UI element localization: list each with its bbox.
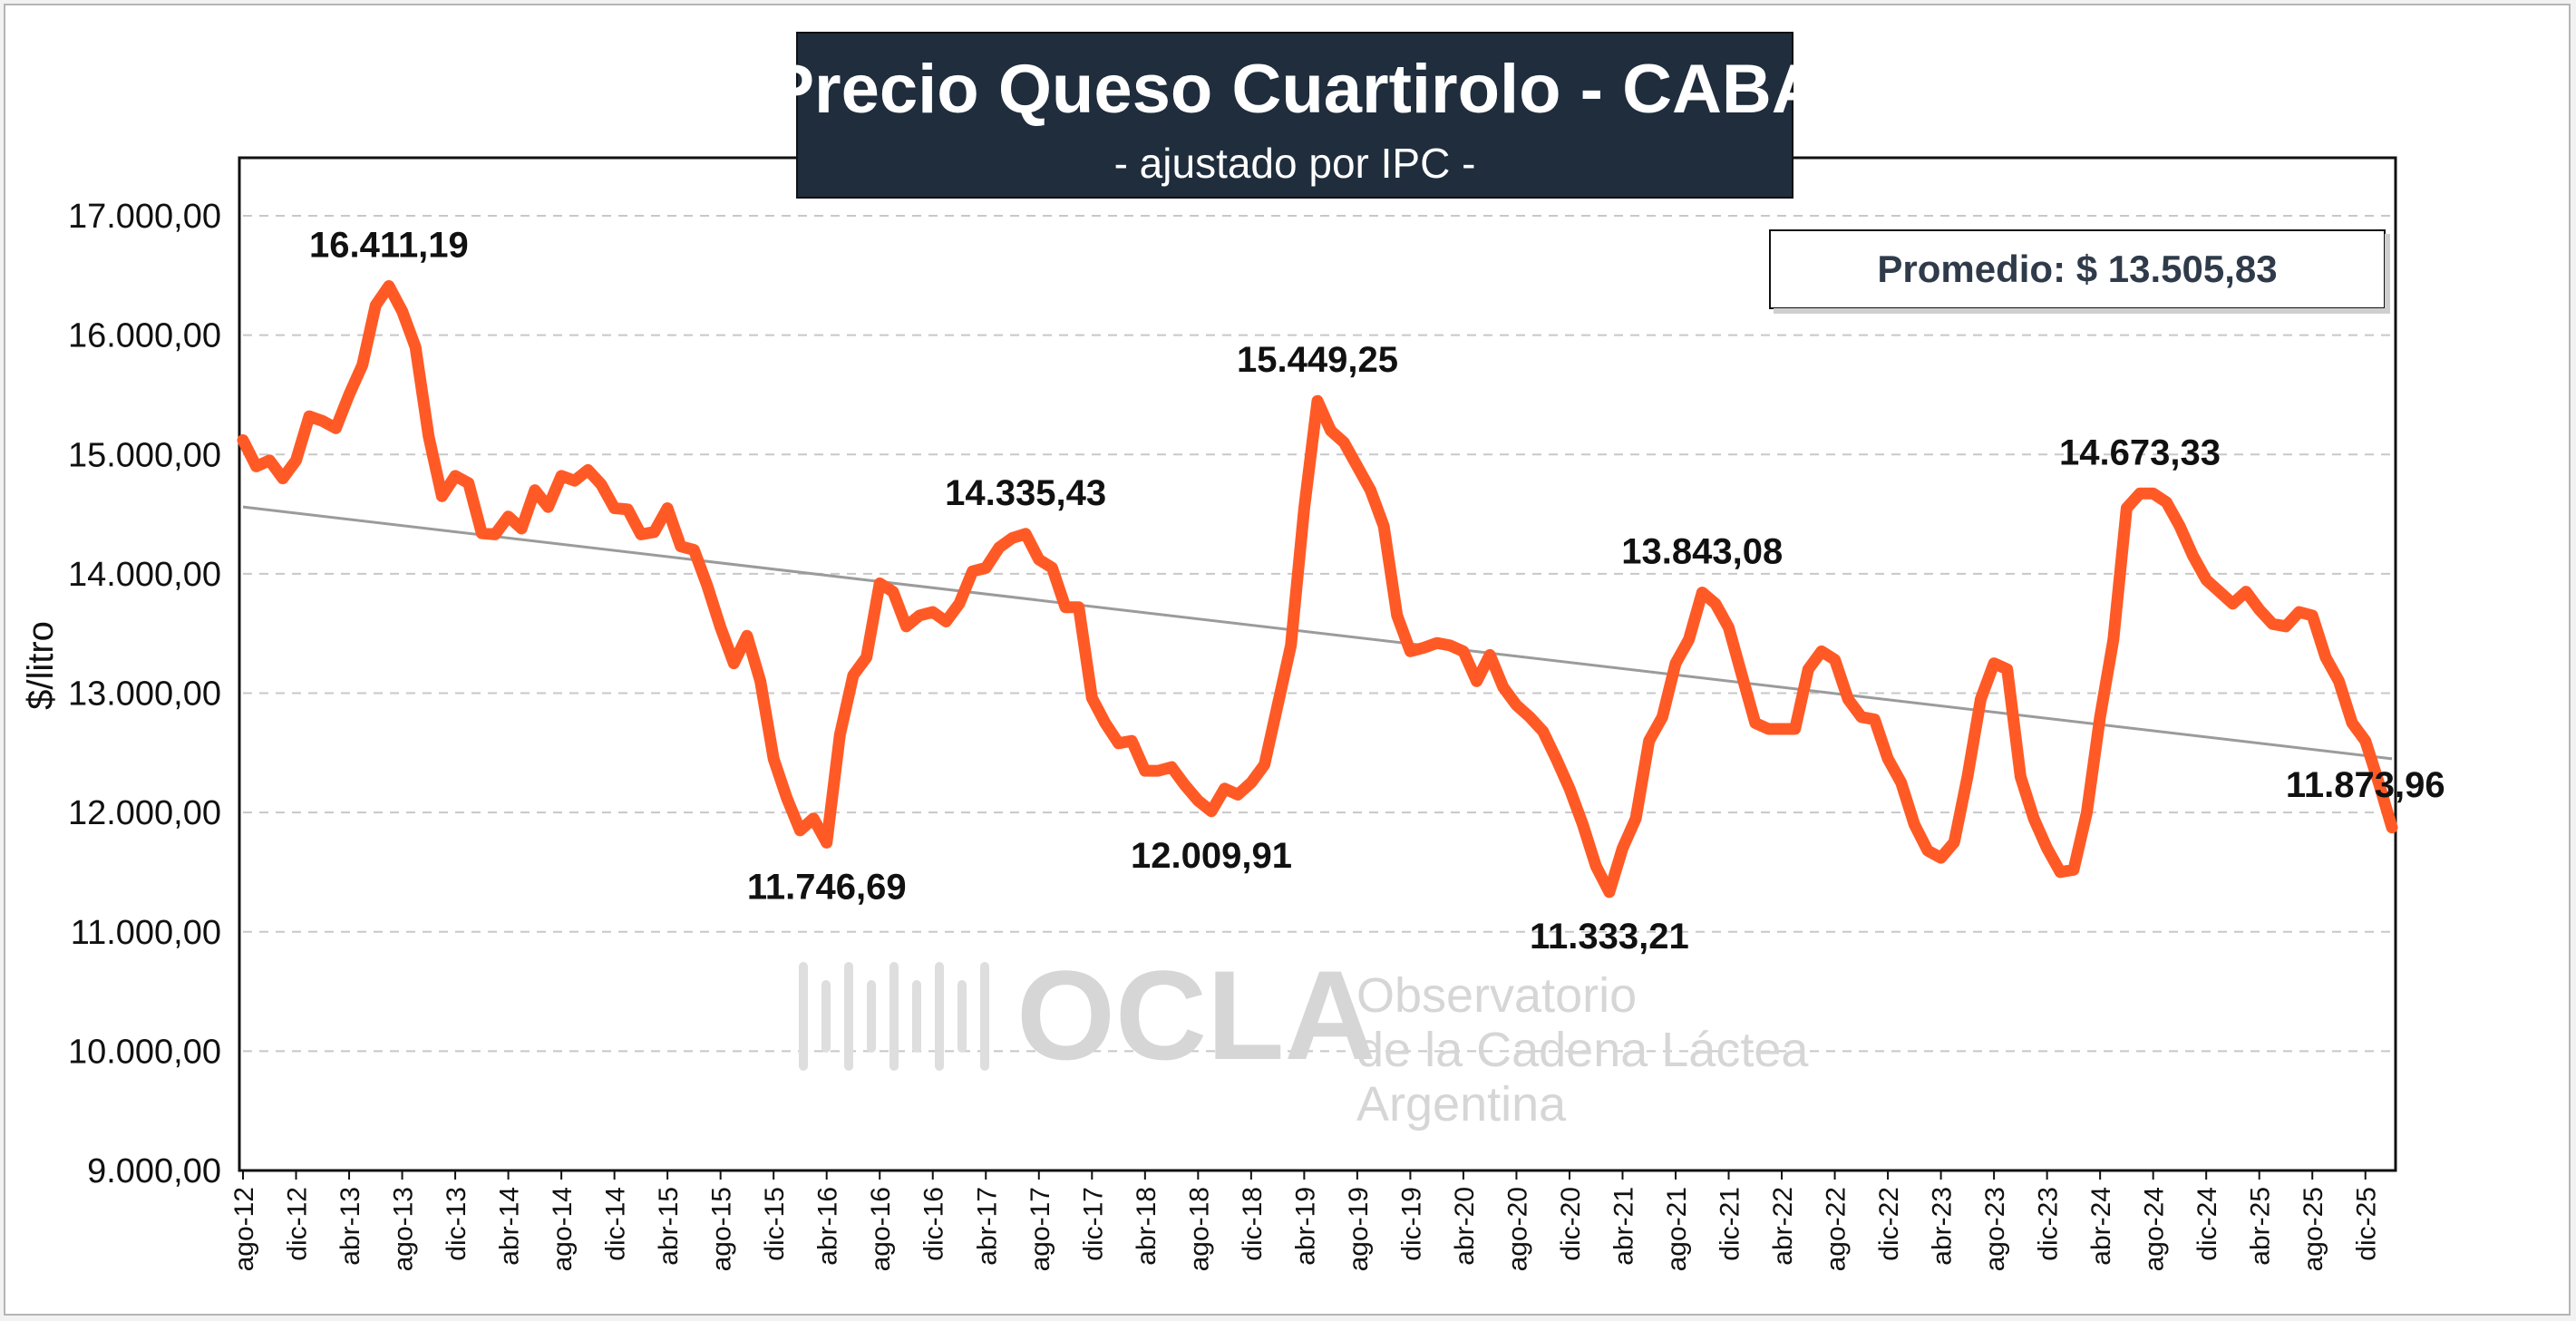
x-tick-label: ago-12	[229, 1187, 259, 1271]
x-tick-label: dic-14	[601, 1187, 631, 1261]
x-tick-label: ago-24	[2140, 1187, 2170, 1271]
title-box: Precio Queso Cuartirolo - CABA - ajustad…	[768, 32, 1822, 199]
x-tick-label: abr-21	[1609, 1187, 1638, 1266]
y-tick-label: 17.000,00	[68, 198, 221, 236]
chart-frame: OCLA Observatorio de la Cadena Láctea Ar…	[4, 4, 2571, 1316]
x-tick-label: abr-22	[1768, 1187, 1798, 1266]
x-tick-label: dic-13	[442, 1187, 471, 1261]
watermark-logo-text: OCLA	[1016, 944, 1376, 1086]
x-tick-label: abr-14	[495, 1187, 525, 1266]
data-label: 15.449,25	[1237, 340, 1398, 380]
data-label: 11.746,69	[747, 867, 907, 907]
x-tick-label: abr-24	[2086, 1187, 2116, 1266]
data-label: 11.873,96	[2286, 765, 2445, 805]
line-chart: OCLA Observatorio de la Cadena Láctea Ar…	[21, 32, 2445, 1271]
price-series-line	[237, 280, 2398, 898]
x-tick-label: ago-21	[1662, 1187, 1692, 1271]
watermark-line3: Argentina	[1356, 1077, 1567, 1132]
y-tick-label: 10.000,00	[68, 1033, 221, 1071]
x-tick-label: abr-19	[1290, 1187, 1320, 1266]
x-tick-label: dic-19	[1396, 1187, 1426, 1261]
x-tick-label: dic-18	[1238, 1187, 1268, 1261]
x-tick-label: ago-23	[1980, 1187, 2010, 1271]
x-tick-label: abr-13	[335, 1187, 365, 1266]
x-tick-label: abr-25	[2246, 1187, 2276, 1266]
y-tick-label: 15.000,00	[68, 436, 221, 474]
x-tick-label: abr-18	[1132, 1187, 1162, 1266]
x-tick-label: abr-23	[1928, 1187, 1958, 1266]
x-tick-label: ago-16	[866, 1187, 896, 1271]
x-tick-label: abr-17	[972, 1187, 1002, 1266]
x-tick-label: dic-15	[760, 1187, 790, 1261]
x-tick-label: abr-20	[1450, 1187, 1480, 1266]
x-tick-label: ago-20	[1502, 1187, 1532, 1271]
x-tick-label: ago-15	[707, 1187, 737, 1271]
y-tick-label: 11.000,00	[71, 914, 221, 952]
x-tick-label: abr-16	[813, 1187, 843, 1266]
chart-subtitle: - ajustado por IPC -	[1114, 140, 1476, 187]
y-axis-ticks: 9.000,00 10.000,00 11.000,00 12.000,00 13.00…	[68, 198, 221, 1190]
x-tick-label: dic-17	[1078, 1187, 1108, 1261]
x-tick-label: ago-18	[1184, 1187, 1214, 1271]
watermark-line1: Observatorio	[1356, 968, 1637, 1023]
x-tick-label: ago-22	[1822, 1187, 1852, 1271]
watermark-line2: de la Cadena Láctea	[1356, 1023, 1809, 1077]
x-tick-label: dic-12	[283, 1187, 313, 1261]
x-tick-label: abr-15	[654, 1187, 684, 1266]
x-tick-label: dic-25	[2352, 1187, 2382, 1261]
data-label: 13.843,08	[1621, 532, 1783, 572]
x-tick-label: dic-23	[2034, 1187, 2064, 1261]
x-tick-label: ago-17	[1026, 1187, 1055, 1271]
y-tick-label: 13.000,00	[68, 675, 221, 714]
average-box: Promedio: $ 13.505,83	[1769, 229, 2390, 314]
x-axis-ticks: ago-12 dic-12 abr-13 ago-13 dic-13 abr-14 ago-…	[229, 1170, 2382, 1271]
ocla-watermark: OCLA Observatorio de la Cadena Láctea Ar…	[799, 944, 1809, 1132]
x-tick-label: dic-24	[2192, 1187, 2222, 1261]
data-label: 12.009,91	[1131, 836, 1292, 876]
y-tick-label: 9.000,00	[87, 1152, 221, 1190]
x-tick-label: ago-14	[548, 1187, 578, 1271]
data-label: 16.411,19	[309, 226, 469, 266]
x-tick-label: dic-20	[1556, 1187, 1586, 1261]
data-label: 14.673,33	[2059, 432, 2221, 472]
x-tick-label: ago-25	[2299, 1187, 2328, 1271]
x-tick-label: ago-13	[389, 1187, 419, 1271]
data-label: 14.335,43	[945, 473, 1106, 513]
trend-line	[242, 505, 2393, 761]
x-tick-label: dic-16	[919, 1187, 949, 1261]
data-labels: 16.411,19 11.746,69 14.335,43 12.009,91 15.4…	[309, 226, 2445, 957]
x-tick-label: dic-21	[1716, 1187, 1745, 1261]
y-tick-label: 16.000,00	[68, 317, 221, 355]
wave-logo-icon	[799, 962, 989, 1071]
y-tick-label: 12.000,00	[68, 794, 221, 832]
y-axis-label: $/litro	[21, 621, 61, 710]
x-tick-label: dic-22	[1874, 1187, 1904, 1261]
x-tick-label: ago-19	[1344, 1187, 1374, 1271]
average-label: Promedio: $ 13.505,83	[1877, 248, 2277, 290]
chart-title: Precio Queso Cuartirolo - CABA	[768, 51, 1821, 128]
data-label: 11.333,21	[1530, 917, 1689, 957]
y-tick-label: 14.000,00	[68, 556, 221, 594]
